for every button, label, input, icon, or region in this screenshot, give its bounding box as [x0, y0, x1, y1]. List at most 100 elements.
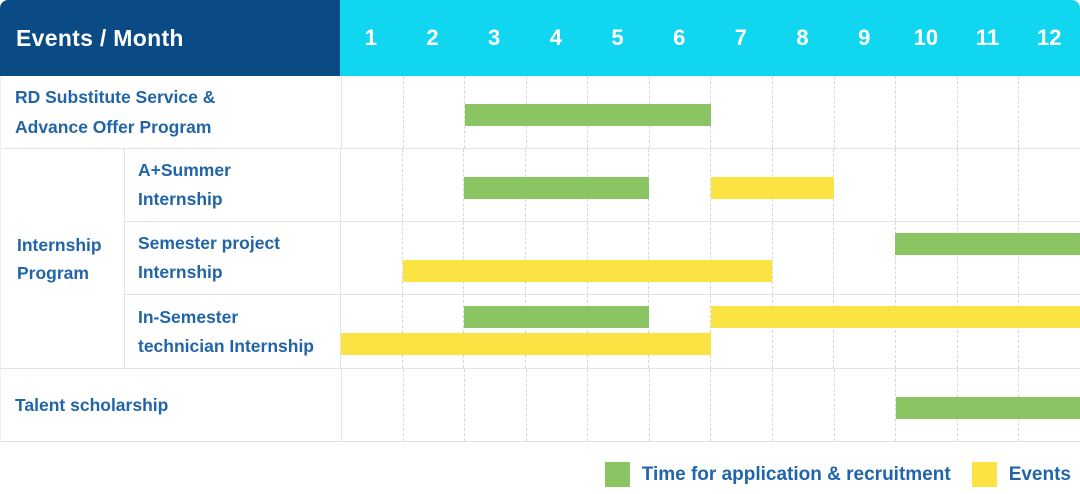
row-label-line: Talent scholarship	[15, 395, 169, 415]
bar-application	[464, 177, 649, 199]
legend-item-events: Events	[971, 462, 1071, 487]
month-grid-cell	[648, 222, 710, 294]
green-swatch-icon	[604, 462, 630, 487]
header-row: Events / Month 1 2 3 4 5 6 7 8 9 10 11 12	[0, 0, 1080, 76]
bar-application	[465, 104, 711, 126]
month-grid-cell	[586, 295, 649, 368]
month-grid-cell	[1018, 222, 1080, 294]
month-grid-cell	[833, 222, 895, 294]
row-talent-scholarship: Talent scholarship	[1, 369, 1080, 442]
month-grid-cell	[833, 149, 895, 221]
events-month-header-cell: Events / Month	[0, 0, 340, 76]
month-grid-cell	[401, 149, 464, 221]
month-grid-cell	[1018, 295, 1080, 368]
bar-application	[895, 397, 1080, 419]
month-grid-cell	[956, 149, 1019, 221]
month-grid	[341, 295, 1080, 368]
bar-events	[341, 333, 711, 355]
row-a-summer: A+Summer Internship	[125, 149, 1080, 222]
legend-item-application: Time for application & recruitment	[604, 462, 951, 487]
month-header-cell: 6	[673, 25, 686, 50]
month-grid	[342, 76, 1080, 148]
month-grid-cell	[586, 222, 649, 294]
bar-application	[464, 306, 649, 328]
row-label-line: RD Substitute Service &	[15, 87, 216, 107]
months-header: 1 2 3 4 5 6 7 8 9 10 11 12	[340, 0, 1080, 76]
month-grid-cell	[956, 295, 1019, 368]
month-grid-cell	[895, 149, 957, 221]
yellow-swatch-icon	[971, 462, 997, 487]
month-grid-cell	[895, 222, 957, 294]
month-header-cell: 11	[975, 25, 1000, 50]
month-grid-cell	[342, 369, 403, 441]
month-grid-cell	[895, 295, 957, 368]
legend: Time for application & recruitment Event…	[604, 462, 1071, 487]
month-grid-cell	[525, 295, 587, 368]
month-grid-cell	[464, 369, 526, 441]
month-header-cell: 10	[913, 25, 939, 50]
month-grid-cell	[833, 369, 896, 441]
chart-cell-a-summer	[340, 149, 1080, 221]
row-label-line: Internship	[138, 189, 223, 209]
legend-label: Events	[1008, 463, 1071, 485]
month-grid-cell	[710, 295, 772, 368]
month-grid-cell	[772, 369, 834, 441]
month-grid-cell	[956, 222, 1019, 294]
legend-label: Time for application & recruitment	[641, 463, 951, 485]
bar-events	[402, 260, 773, 282]
month-header-cell: 9	[858, 25, 871, 50]
row-label-line: Internship	[138, 262, 223, 282]
row-semester-project: Semester project Internship	[125, 222, 1080, 295]
group-label: Internship Program	[1, 149, 125, 368]
month-header-cell: 4	[549, 25, 562, 50]
group-label-line: Program	[17, 262, 89, 283]
month-header-cell: 3	[488, 25, 501, 50]
row-label-line: A+Summer	[138, 160, 231, 180]
month-grid-cell	[464, 76, 526, 148]
month-header-cell: 1	[364, 25, 377, 50]
row-in-semester: In-Semester technician Internship	[125, 295, 1080, 368]
row-label-line: technician Internship	[138, 335, 314, 356]
group-label-line: Internship	[17, 234, 102, 255]
month-grid-cell	[342, 76, 403, 148]
month-grid-cell	[463, 149, 525, 221]
month-grid-cell	[341, 149, 402, 221]
month-grid-cell	[771, 295, 834, 368]
bar-events	[710, 177, 834, 199]
month-grid-cell	[402, 369, 465, 441]
month-grid-cell	[648, 369, 711, 441]
month-grid	[341, 222, 1080, 294]
month-grid-cell	[895, 76, 957, 148]
month-grid-cell	[956, 76, 1019, 148]
month-grid-cell	[772, 76, 834, 148]
month-grid-cell	[463, 295, 525, 368]
row-label-line: Semester project	[138, 233, 281, 253]
month-header-cell: 2	[426, 25, 439, 50]
month-grid-cell	[1018, 76, 1080, 148]
month-grid-cell	[402, 76, 465, 148]
month-grid-cell	[401, 222, 464, 294]
month-grid-cell	[833, 76, 896, 148]
chart-cell-semester-project	[340, 222, 1080, 294]
row-label-in-semester: In-Semester technician Internship	[125, 295, 340, 368]
row-label-line: Advance Offer Program	[15, 117, 212, 137]
row-label-a-summer: A+Summer Internship	[125, 149, 340, 221]
bar-events	[710, 306, 1080, 328]
chart-cell-talent	[341, 369, 1080, 441]
month-grid-cell	[341, 222, 402, 294]
month-grid-cell	[463, 222, 525, 294]
bar-application	[895, 233, 1080, 255]
group-internship-program: Internship Program A+Summer Internship	[1, 149, 1080, 369]
month-grid-cell	[587, 369, 649, 441]
row-rd-substitute: RD Substitute Service & Advance Offer Pr…	[1, 76, 1080, 149]
month-grid-cell	[710, 76, 772, 148]
month-grid-cell	[833, 295, 895, 368]
month-grid-cell	[525, 222, 587, 294]
row-label-rd: RD Substitute Service & Advance Offer Pr…	[1, 76, 341, 148]
row-label-line: In-Semester	[138, 306, 239, 327]
row-label-semester-project: Semester project Internship	[125, 222, 340, 294]
group-subrows: A+Summer Internship Semester project Int…	[125, 149, 1080, 368]
month-grid-cell	[1018, 149, 1080, 221]
header-title: Events / Month	[16, 24, 184, 51]
